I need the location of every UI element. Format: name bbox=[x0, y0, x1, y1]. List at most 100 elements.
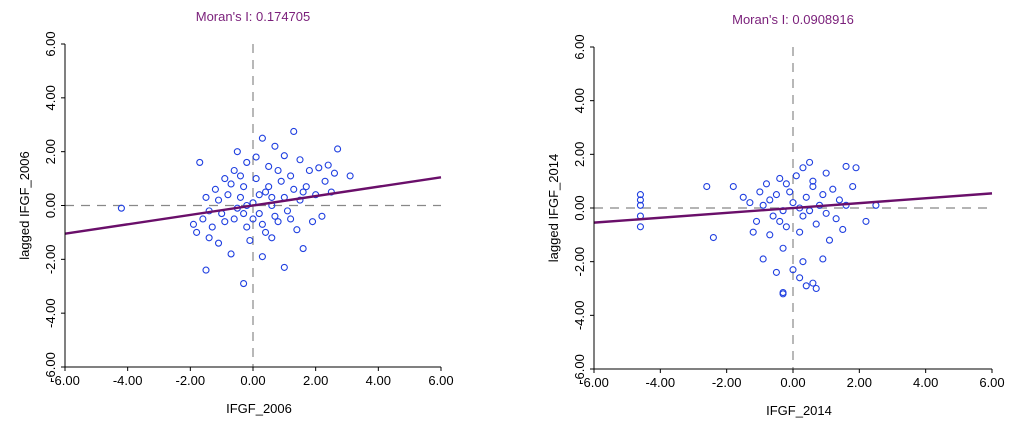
data-point bbox=[240, 280, 248, 288]
data-point bbox=[202, 266, 210, 274]
data-point bbox=[208, 223, 216, 231]
y-tick-label: 6.00 bbox=[43, 31, 58, 56]
data-point bbox=[752, 217, 761, 225]
y-axis-label: lagged IFGF_2014 bbox=[546, 154, 561, 262]
data-point bbox=[299, 188, 307, 196]
data-point bbox=[211, 185, 219, 193]
data-point bbox=[243, 223, 251, 231]
data-point bbox=[799, 258, 807, 266]
data-point bbox=[766, 231, 774, 239]
data-point bbox=[280, 152, 288, 160]
data-point bbox=[255, 210, 263, 218]
x-tick-label: 2.00 bbox=[303, 373, 328, 388]
data-point bbox=[782, 180, 790, 188]
data-point bbox=[287, 172, 295, 180]
data-point bbox=[230, 215, 238, 223]
x-axis-label: IFGF_2014 bbox=[766, 403, 832, 418]
data-point bbox=[268, 234, 276, 242]
data-point bbox=[305, 166, 313, 175]
y-axis-label: lagged IFGF_2006 bbox=[17, 151, 32, 259]
data-point bbox=[268, 193, 276, 201]
data-point bbox=[290, 127, 298, 136]
data-point bbox=[819, 255, 827, 263]
data-point bbox=[739, 193, 747, 201]
data-point bbox=[274, 218, 282, 226]
data-point bbox=[772, 268, 780, 276]
data-point bbox=[729, 182, 737, 191]
regression-line bbox=[64, 176, 442, 235]
data-point bbox=[809, 279, 817, 287]
data-point bbox=[224, 191, 232, 199]
data-point bbox=[249, 215, 257, 223]
data-point bbox=[839, 225, 847, 234]
data-point bbox=[749, 228, 757, 236]
data-point bbox=[302, 183, 310, 191]
data-point bbox=[822, 169, 830, 177]
data-point bbox=[246, 236, 254, 245]
x-tick-label: 0.00 bbox=[240, 373, 265, 388]
data-point bbox=[812, 284, 820, 293]
data-point bbox=[221, 218, 229, 226]
data-point bbox=[233, 148, 241, 156]
data-point bbox=[802, 193, 810, 201]
data-point bbox=[766, 196, 774, 204]
data-point bbox=[252, 175, 260, 183]
data-point bbox=[236, 193, 245, 201]
data-point bbox=[265, 183, 273, 191]
data-point bbox=[809, 182, 817, 191]
x-tick-label: 6.00 bbox=[428, 373, 453, 388]
y-tick-label: -2.00 bbox=[43, 245, 58, 275]
data-point bbox=[214, 196, 223, 204]
data-point bbox=[852, 164, 860, 172]
data-point bbox=[822, 209, 830, 217]
data-point bbox=[196, 158, 204, 166]
data-point bbox=[327, 188, 335, 196]
data-point bbox=[277, 177, 285, 185]
data-point bbox=[330, 169, 339, 177]
data-point bbox=[636, 191, 644, 199]
data-point bbox=[862, 217, 870, 225]
data-point bbox=[769, 212, 777, 220]
data-point bbox=[243, 158, 251, 166]
data-point bbox=[308, 218, 317, 226]
data-point bbox=[214, 239, 223, 247]
data-point bbox=[293, 226, 301, 234]
data-point bbox=[796, 274, 804, 282]
x-tick-label: 6.00 bbox=[979, 375, 1004, 390]
data-point bbox=[296, 196, 304, 204]
data-point bbox=[636, 201, 644, 209]
data-point bbox=[227, 180, 235, 188]
data-point bbox=[849, 182, 857, 191]
data-point bbox=[299, 245, 307, 253]
y-tick-label: -6.00 bbox=[572, 354, 587, 384]
data-point bbox=[261, 228, 270, 236]
data-point bbox=[802, 282, 810, 290]
data-point bbox=[776, 217, 784, 225]
data-point bbox=[193, 228, 201, 236]
data-point bbox=[772, 191, 780, 199]
data-point bbox=[789, 266, 797, 274]
y-tick-label: 2.00 bbox=[572, 142, 587, 167]
data-point bbox=[782, 223, 790, 231]
data-point bbox=[809, 177, 817, 185]
y-tick-label: 4.00 bbox=[43, 85, 58, 110]
data-point bbox=[261, 188, 270, 196]
data-point bbox=[252, 153, 260, 161]
x-tick-label: -4.00 bbox=[113, 373, 143, 388]
data-point bbox=[240, 210, 248, 218]
data-point bbox=[280, 263, 288, 271]
data-point bbox=[835, 196, 843, 204]
data-point bbox=[789, 199, 797, 207]
x-axis-label: IFGF_2006 bbox=[226, 401, 292, 416]
data-point bbox=[703, 182, 711, 191]
data-point bbox=[230, 166, 238, 175]
data-point bbox=[271, 212, 279, 220]
data-point bbox=[346, 172, 354, 180]
data-point bbox=[287, 215, 295, 223]
data-point bbox=[258, 253, 266, 261]
data-point bbox=[334, 145, 342, 153]
y-tick-label: 4.00 bbox=[572, 88, 587, 113]
data-point bbox=[221, 175, 229, 183]
data-point bbox=[829, 185, 837, 193]
y-tick-label: 0.00 bbox=[572, 195, 587, 220]
